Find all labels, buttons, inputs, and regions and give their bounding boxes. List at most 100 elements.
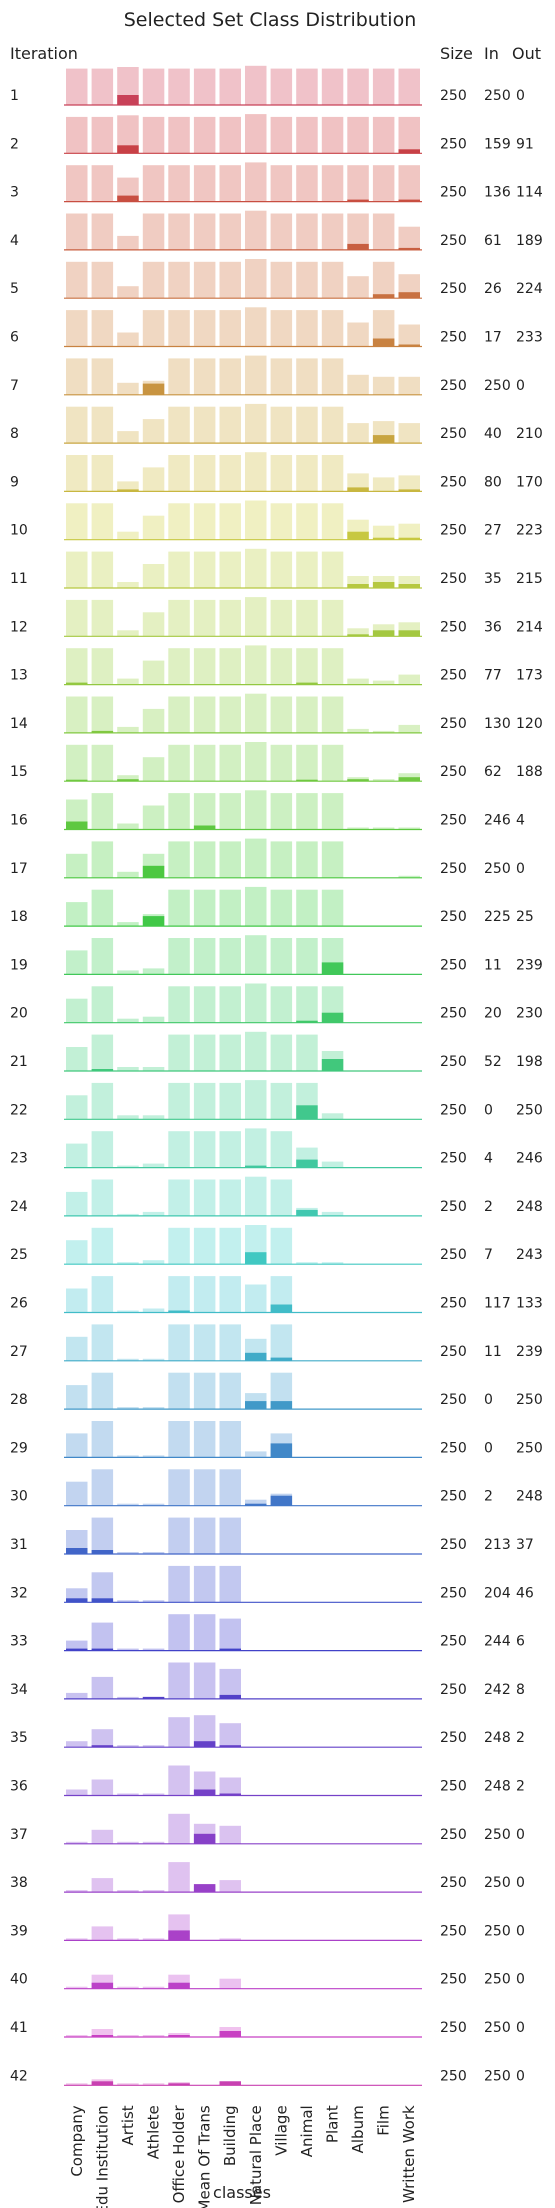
bar-pool-19-1 — [92, 938, 114, 974]
bar-highlight-29-8 — [271, 1443, 293, 1457]
bar-highlight-5-13 — [399, 292, 421, 298]
out-value: 6 — [516, 1634, 525, 1650]
out-value: 243 — [516, 1247, 543, 1263]
iteration-row-31: 31 250 213 37 — [10, 1518, 534, 1554]
out-value: 133 — [516, 1296, 543, 1312]
bar-pool-34-1 — [92, 1677, 114, 1699]
column-header-in: In — [484, 44, 499, 63]
iteration-label: 6 — [10, 330, 19, 346]
bar-pool-18-8 — [271, 890, 293, 926]
bar-pool-12-0 — [66, 600, 88, 636]
bar-pool-15-1 — [92, 745, 114, 781]
bar-highlight-11-12 — [373, 582, 395, 588]
bar-pool-8-6 — [220, 407, 242, 443]
bar-pool-5-9 — [296, 262, 318, 298]
out-value: 8 — [516, 1682, 525, 1698]
in-value: 17 — [484, 330, 502, 346]
bar-pool-31-6 — [220, 1518, 242, 1554]
bar-highlight-39-4 — [168, 1930, 190, 1940]
bar-pool-28-0 — [66, 1385, 88, 1409]
bar-pool-9-3 — [143, 467, 165, 491]
iteration-row-41: 41 250 250 0 — [10, 2020, 525, 2037]
bar-pool-30-0 — [66, 1482, 88, 1506]
bar-pool-22-4 — [168, 1083, 190, 1119]
bar-highlight-40-4 — [168, 1983, 190, 1989]
bar-pool-9-7 — [245, 452, 267, 491]
bar-pool-3-9 — [296, 165, 318, 201]
iteration-label: 11 — [10, 571, 28, 587]
bar-pool-6-11 — [347, 323, 369, 347]
iteration-label: 36 — [10, 1779, 28, 1795]
in-value: 250 — [484, 1972, 511, 1988]
out-value: 0 — [516, 1875, 525, 1891]
bar-pool-12-6 — [220, 600, 242, 636]
out-value: 250 — [516, 1392, 543, 1408]
iteration-label: 4 — [10, 233, 19, 249]
iteration-row-7: 7 250 250 0 — [10, 356, 525, 395]
size-value: 250 — [440, 136, 467, 152]
bar-pool-13-0 — [66, 648, 88, 684]
bar-highlight-22-9 — [296, 1105, 318, 1119]
bar-pool-24-8 — [271, 1180, 293, 1216]
iteration-label: 3 — [10, 185, 19, 201]
bar-pool-15-5 — [194, 745, 216, 781]
bar-pool-4-13 — [399, 227, 421, 250]
bar-pool-14-8 — [271, 697, 293, 733]
bar-pool-5-11 — [347, 276, 369, 298]
bar-pool-20-8 — [271, 986, 293, 1022]
bar-pool-30-4 — [168, 1469, 190, 1505]
bar-pool-12-1 — [92, 600, 114, 636]
bar-pool-1-9 — [296, 69, 318, 105]
bar-pool-36-0 — [66, 1790, 88, 1796]
size-value: 250 — [440, 2020, 467, 2036]
bar-pool-10-6 — [220, 503, 242, 539]
bar-pool-12-2 — [117, 630, 139, 636]
bar-pool-10-10 — [322, 503, 344, 539]
bar-pool-23-4 — [168, 1131, 190, 1167]
iteration-label: 31 — [10, 1537, 28, 1553]
out-value: 224 — [516, 281, 543, 297]
bar-pool-8-4 — [168, 407, 190, 443]
bar-highlight-30-8 — [271, 1496, 293, 1506]
bar-pool-9-6 — [220, 455, 242, 491]
bar-pool-25-5 — [194, 1228, 216, 1264]
bar-pool-24-5 — [194, 1180, 216, 1216]
iteration-row-26: 26 250 117 133 — [10, 1276, 543, 1312]
iteration-row-14: 14 250 130 120 — [10, 694, 543, 733]
bar-pool-32-1 — [92, 1572, 114, 1602]
iteration-row-21: 21 250 52 198 — [10, 1032, 543, 1071]
bar-pool-11-5 — [194, 552, 216, 588]
bar-pool-15-0 — [66, 745, 88, 781]
bar-pool-13-2 — [117, 679, 139, 685]
bar-highlight-28-8 — [271, 1401, 293, 1409]
bar-pool-11-7 — [245, 549, 267, 588]
in-value: 250 — [484, 1827, 511, 1843]
bar-pool-29-7 — [245, 1451, 267, 1457]
bar-pool-32-6 — [220, 1566, 242, 1602]
size-value: 250 — [440, 88, 467, 104]
iteration-label: 19 — [10, 957, 28, 973]
in-value: 11 — [484, 1344, 502, 1360]
bar-pool-8-0 — [66, 407, 88, 443]
out-value: 37 — [516, 1537, 534, 1553]
out-value: 230 — [516, 1006, 543, 1022]
in-value: 250 — [484, 378, 511, 394]
x-tick-label: Album — [349, 2105, 367, 2153]
bar-pool-21-7 — [245, 1032, 267, 1071]
bar-pool-17-0 — [66, 854, 88, 878]
bar-pool-37-6 — [220, 1826, 242, 1844]
in-value: 4 — [484, 1151, 493, 1167]
out-value: 173 — [516, 668, 543, 684]
bar-pool-3-7 — [245, 162, 267, 201]
out-value: 0 — [516, 2020, 525, 2036]
in-value: 225 — [484, 909, 511, 925]
bar-pool-23-6 — [220, 1131, 242, 1167]
out-value: 0 — [516, 1923, 525, 1939]
bar-pool-16-4 — [168, 793, 190, 829]
bar-pool-12-3 — [143, 612, 165, 636]
bar-pool-7-1 — [92, 358, 114, 394]
bar-pool-5-3 — [143, 262, 165, 298]
bar-pool-8-9 — [296, 407, 318, 443]
bar-highlight-2-2 — [117, 145, 139, 153]
